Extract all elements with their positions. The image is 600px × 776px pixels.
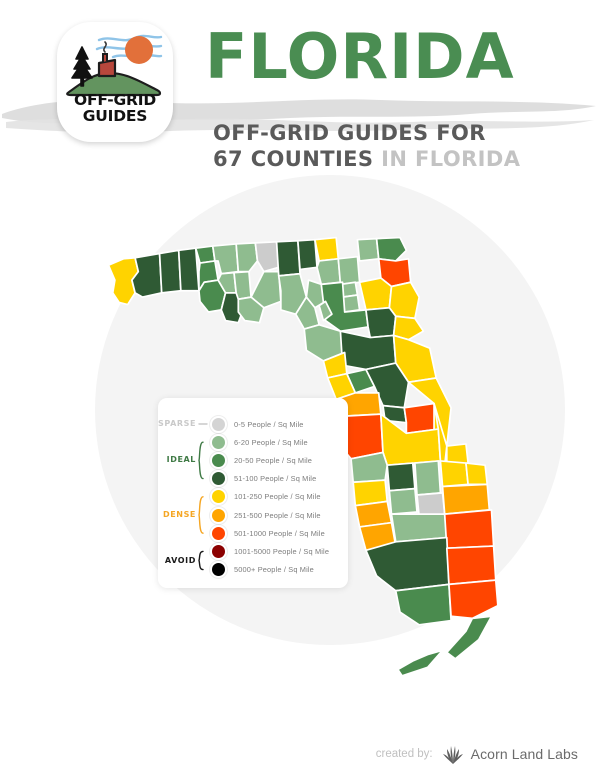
- footer-attribution: created by: Acorn Land Labs: [0, 738, 600, 770]
- logo-artwork: [66, 34, 163, 97]
- county-okeechobee[interactable]: [439, 460, 469, 488]
- county-miami-dade[interactable]: [448, 579, 499, 620]
- legend-label: 501-1000 People / Sq Mile: [234, 528, 325, 538]
- legend-row[interactable]: 1001-5000 People / Sq Mile: [210, 542, 329, 560]
- legend-braces: [198, 423, 208, 571]
- legend-label: 5000+ People / Sq Mile: [234, 565, 314, 575]
- county-suwannee[interactable]: [316, 257, 342, 286]
- sun-icon: [125, 36, 153, 64]
- page-subtitle: OFF-GRID GUIDES FOR 67 COUNTIES IN FLORI…: [213, 120, 520, 172]
- county-martin[interactable]: [441, 483, 491, 515]
- county-glades[interactable]: [416, 492, 446, 518]
- legend-label: 251-500 People / Sq Mile: [234, 510, 321, 520]
- legend-swatch: [210, 561, 227, 579]
- legend-label: 0-5 People / Sq Mile: [234, 419, 304, 429]
- subtitle-line-2: 67 COUNTIES IN FLORIDA: [213, 146, 520, 172]
- legend-label: 6-20 People / Sq Mile: [234, 437, 308, 447]
- county-dixie[interactable]: [294, 296, 320, 330]
- county-putnam[interactable]: [365, 306, 397, 339]
- logo-line-1: OFF-GRID: [73, 91, 156, 109]
- county-madison[interactable]: [297, 238, 318, 271]
- logo-line-2: GUIDES: [82, 107, 148, 126]
- cabin-icon: [97, 41, 117, 78]
- created-by-label: created by:: [375, 748, 433, 760]
- pine-tree-icon: [71, 46, 93, 87]
- county-st-lucie[interactable]: [465, 462, 489, 486]
- legend-inner: 0-5 People / Sq Mile 6-20 People / Sq Mil…: [158, 398, 348, 588]
- county-keys-lower[interactable]: [397, 649, 444, 677]
- legend-group-avoid: AVOID: [164, 555, 196, 565]
- legend-row[interactable]: 51-100 People / Sq Mile: [210, 470, 316, 488]
- logo-wordmark: OFF-GRID GUIDES: [57, 92, 173, 125]
- county-broward[interactable]: [445, 545, 497, 586]
- county-desoto[interactable]: [388, 487, 418, 515]
- legend-label: 101-250 People / Sq Mile: [234, 492, 321, 502]
- county-columbia[interactable]: [337, 255, 361, 286]
- legend-row[interactable]: 5000+ People / Sq Mile: [210, 561, 314, 579]
- legend-label: 20-50 People / Sq Mile: [234, 455, 313, 465]
- county-hardee[interactable]: [386, 462, 416, 492]
- legend-row[interactable]: 251-500 People / Sq Mile: [210, 506, 321, 524]
- legend-label: 1001-5000 People / Sq Mile: [234, 546, 330, 556]
- legend-group-sparse: SPARSE: [158, 419, 197, 428]
- county-monroe[interactable]: [394, 583, 452, 626]
- county-highlands[interactable]: [414, 460, 442, 496]
- county-santa-rosa[interactable]: [131, 252, 163, 298]
- subtitle-in-florida: IN FLORIDA: [381, 147, 521, 171]
- off-grid-guides-logo: OFF-GRID GUIDES: [57, 22, 173, 142]
- legend-row[interactable]: 101-250 People / Sq Mile: [210, 488, 321, 506]
- page-title: FLORIDA: [205, 20, 515, 93]
- county-manatee[interactable]: [350, 451, 389, 484]
- legend-swatch: [210, 524, 227, 542]
- county-jefferson[interactable]: [275, 239, 301, 277]
- legend-swatch: [210, 470, 227, 488]
- county-gilchrist[interactable]: [318, 300, 333, 322]
- subtitle-counties: 67 COUNTIES: [213, 147, 374, 171]
- subtitle-line-1: OFF-GRID GUIDES FOR: [213, 121, 486, 145]
- county-hamilton[interactable]: [314, 236, 340, 262]
- acorn-fan-icon: [442, 746, 463, 764]
- county-franklin[interactable]: [237, 296, 265, 324]
- poster-header: OFF-GRID GUIDES FLORIDA OFF-GRID GUIDES …: [0, 0, 600, 190]
- legend-row[interactable]: 0-5 People / Sq Mile: [210, 415, 304, 433]
- legend-brace-dense: [198, 496, 204, 534]
- county-clay[interactable]: [358, 277, 393, 311]
- brand-name: Acorn Land Labs: [470, 746, 578, 762]
- legend-group-dense: DENSE: [162, 510, 196, 519]
- county-palm-beach[interactable]: [443, 509, 495, 550]
- county-okaloosa[interactable]: [158, 249, 182, 294]
- legend-brace-avoid: [198, 550, 204, 571]
- legend-swatch: [210, 488, 227, 506]
- county-nassau[interactable]: [375, 236, 408, 262]
- county-flagler[interactable]: [392, 315, 425, 341]
- map-legend: 0-5 People / Sq Mile 6-20 People / Sq Mil…: [158, 398, 348, 588]
- legend-row[interactable]: 6-20 People / Sq Mile: [210, 433, 308, 451]
- county-leon[interactable]: [254, 240, 280, 273]
- legend-swatch: [210, 506, 227, 524]
- legend-swatch: [210, 451, 227, 469]
- county-baker[interactable]: [356, 237, 380, 262]
- legend-brace-ideal: [198, 441, 204, 480]
- legend-swatch: [210, 542, 227, 560]
- legend-label: 51-100 People / Sq Mile: [234, 474, 317, 484]
- county-gadsden[interactable]: [235, 242, 259, 273]
- legend-group-ideal: IDEAL: [166, 455, 196, 465]
- legend-swatch: [210, 415, 227, 433]
- legend-row[interactable]: 20-50 People / Sq Mile: [210, 451, 312, 469]
- county-liberty[interactable]: [233, 270, 252, 301]
- legend-row[interactable]: 501-1000 People / Sq Mile: [210, 524, 325, 542]
- legend-swatch: [210, 433, 227, 451]
- county-walton[interactable]: [177, 247, 200, 292]
- county-marion[interactable]: [339, 330, 397, 371]
- county-keys-upper[interactable]: [445, 615, 493, 660]
